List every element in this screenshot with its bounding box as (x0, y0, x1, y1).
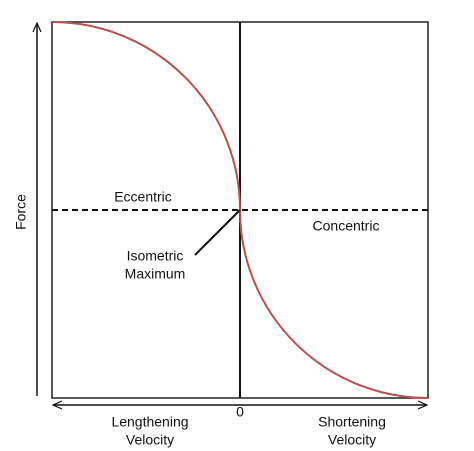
callout-line (194, 209, 241, 256)
right-label: Velocity (328, 432, 376, 448)
origin-label: 0 (236, 404, 244, 420)
left-label: Lengthening (111, 414, 188, 430)
right-label: Shortening (318, 414, 386, 430)
y-axis-label: Force (13, 194, 29, 230)
callout-label: Maximum (125, 266, 186, 282)
left-label: Velocity (126, 432, 174, 448)
region-label: Concentric (313, 218, 380, 234)
region-label: Eccentric (114, 189, 172, 205)
callout-label: Isometric (127, 248, 184, 264)
